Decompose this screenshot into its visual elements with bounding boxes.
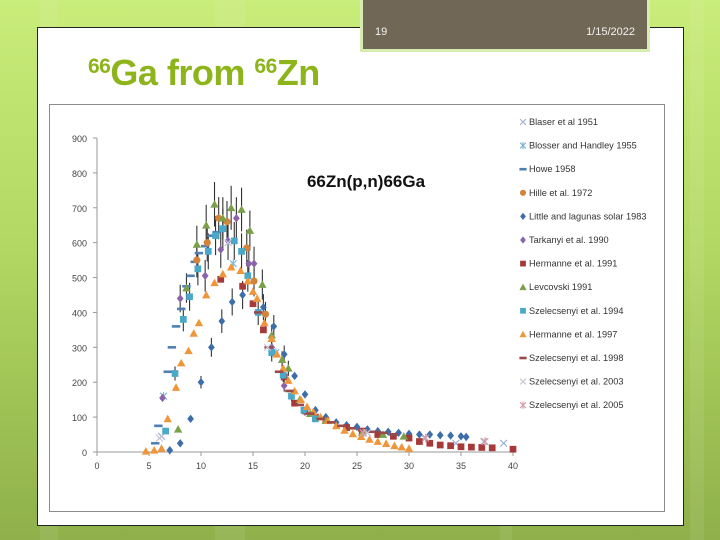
series-10 [254, 311, 398, 436]
scatter-chart: 0 100 200 300 400 500 600 700 800 900 0 5 10 15 20 25 30… [72, 117, 647, 471]
series-4 [166, 290, 470, 455]
x-tick-label: 30 [404, 461, 414, 471]
legend-item: Hermanne et al. 1991 [520, 259, 617, 269]
legend-item: Hille et al. 1972 [519, 188, 592, 198]
legend-item: Howe 1958 [519, 164, 575, 174]
y-tick-label: 200 [72, 378, 87, 388]
legend-label: Blosser and Handley 1955 [529, 141, 637, 151]
legend-label: Blaser et al 1951 [529, 117, 598, 127]
slide-number: 19 [375, 26, 388, 38]
y-tick-label: 400 [72, 308, 87, 318]
x-tick-label: 35 [456, 461, 466, 471]
legend-label: Levcovski 1991 [529, 282, 592, 292]
legend-label: Szelecsenyi et al. 2003 [529, 377, 624, 387]
slide-header-box: 19 1/15/2022 [360, 0, 650, 52]
legend-item: Levcovski 1991 [519, 282, 592, 292]
x-tick-label: 0 [94, 461, 99, 471]
legend-label: Szelecsenyi et al. 2005 [529, 400, 624, 410]
legend-label: Hermanne et al. 1997 [529, 329, 617, 339]
x-tick-label: 25 [352, 461, 362, 471]
legend-label: Little and lagunas solar 1983 [529, 211, 646, 221]
title-mass-number-ga: 66 [88, 55, 111, 78]
legend-label: Howe 1958 [529, 164, 575, 174]
title-text-ga: Ga from [110, 52, 255, 93]
y-tick-label: 100 [72, 413, 87, 423]
x-tick-label: 10 [196, 461, 206, 471]
x-tick-label: 20 [300, 461, 310, 471]
legend-label: Tarkanyi et al. 1990 [529, 235, 609, 245]
legend-item: Hermanne et al. 1997 [519, 329, 617, 339]
y-tick-label: 900 [72, 134, 87, 144]
legend-label: Szelecsenyi et al. 1994 [529, 306, 624, 316]
y-tick-label: 0 [82, 448, 87, 458]
x-tick-label: 40 [508, 461, 518, 471]
series-11 [155, 238, 372, 442]
legend-item: Blosser and Handley 1955 [519, 141, 637, 151]
title-mass-number-zn: 66 [254, 55, 277, 78]
y-tick-label: 500 [72, 274, 87, 284]
y-tick-label: 700 [72, 204, 87, 214]
x-tick-label: 5 [146, 461, 151, 471]
legend-label: Hille et al. 1972 [529, 188, 592, 198]
y-tick-label: 800 [72, 169, 87, 179]
legend-item: Szelecsenyi et al. 2003 [519, 377, 624, 387]
legend-item: Blaser et al 1951 [519, 117, 598, 127]
legend-label: Szelecsenyi et al. 1998 [529, 353, 624, 363]
legend-item: Tarkanyi et al. 1990 [520, 235, 609, 245]
slide-title: 66Ga from 66Zn [88, 52, 320, 94]
legend-item: Szelecsenyi et al. 1998 [519, 353, 624, 363]
x-tick-label: 15 [248, 461, 258, 471]
series-0 [157, 429, 508, 448]
series-2 [151, 230, 221, 445]
legend-item: Szelecsenyi et al. 1994 [520, 306, 624, 316]
legend-item: Little and lagunas solar 1983 [520, 211, 646, 221]
series-12 [359, 428, 489, 446]
legend-item: Szelecsenyi et al. 2005 [519, 400, 624, 410]
chart-image: 0 100 200 300 400 500 600 700 800 900 0 5 10 15 20 25 30… [49, 104, 665, 512]
y-tick-label: 300 [72, 343, 87, 353]
legend-label: Hermanne et al. 1991 [529, 259, 617, 269]
slide-date: 1/15/2022 [586, 26, 635, 38]
series-9 [141, 262, 414, 455]
y-tick-label: 600 [72, 239, 87, 249]
chart-title: 66Zn(p,n)66Ga [307, 172, 426, 191]
background-stripe [690, 0, 704, 540]
title-text-zn: Zn [276, 52, 320, 93]
